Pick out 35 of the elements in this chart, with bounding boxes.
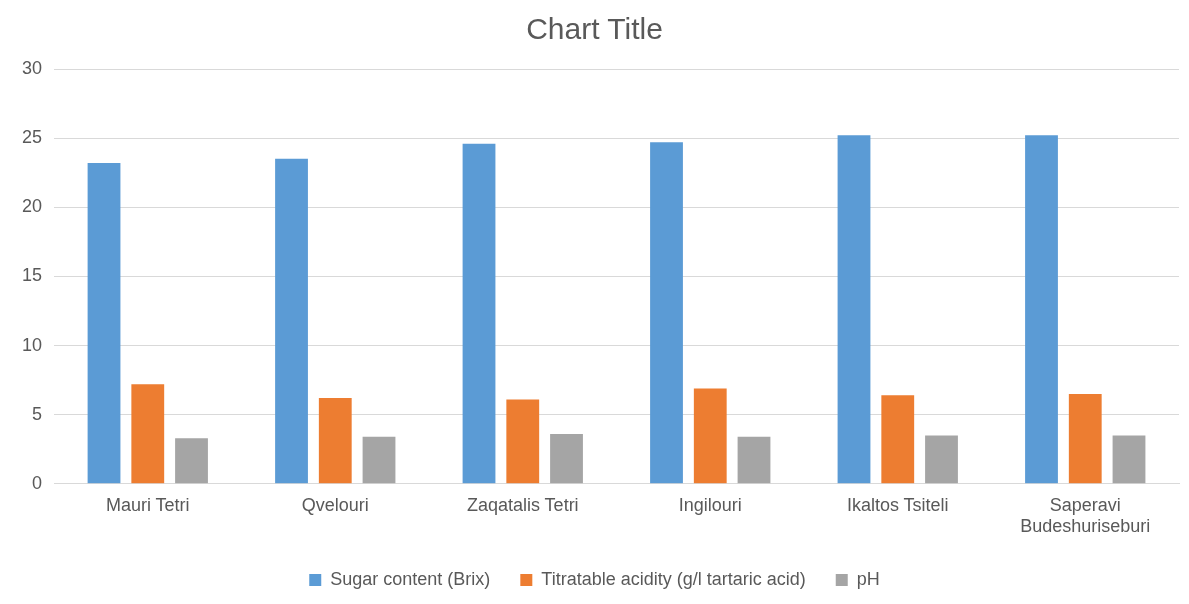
y-tick-label: 30	[21, 57, 43, 78]
bar	[275, 158, 308, 484]
bar	[837, 135, 871, 484]
bar	[693, 388, 727, 484]
bar	[506, 399, 540, 484]
bar	[318, 398, 352, 484]
bar	[462, 143, 496, 484]
bar	[550, 434, 583, 484]
legend-label: Sugar content (Brix)	[330, 568, 491, 589]
y-tick-label: 15	[21, 265, 43, 286]
x-tick-label: Ingilouri	[678, 494, 742, 515]
bar	[1025, 135, 1058, 484]
bar	[131, 384, 165, 484]
bar	[175, 438, 208, 484]
bar	[1112, 435, 1146, 484]
bar	[362, 436, 396, 484]
bar	[737, 436, 771, 484]
bar	[87, 163, 121, 484]
x-tick-label: Saperavi Budeshuriseburi	[1020, 494, 1151, 537]
y-tick-label: 0	[32, 472, 43, 493]
x-tick-label: Mauri Tetri	[105, 494, 190, 515]
y-tick-label: 25	[21, 127, 43, 148]
legend-label: pH	[856, 568, 880, 589]
x-tick-label: Qvelouri	[301, 494, 369, 515]
bar	[925, 435, 958, 484]
bar	[1068, 393, 1102, 484]
x-tick-label: Ikaltos Tsiteli	[846, 494, 949, 515]
y-tick-label: 10	[21, 334, 43, 355]
x-tick-label: Zaqatalis Tetri	[466, 494, 579, 515]
bar	[881, 395, 915, 484]
y-tick-label: 5	[32, 403, 43, 424]
bar	[650, 142, 683, 484]
chart-title: Chart Title	[526, 12, 663, 46]
legend-label: Titratable acidity (g/l tartaric acid)	[541, 568, 806, 589]
y-tick-label: 20	[21, 196, 43, 217]
